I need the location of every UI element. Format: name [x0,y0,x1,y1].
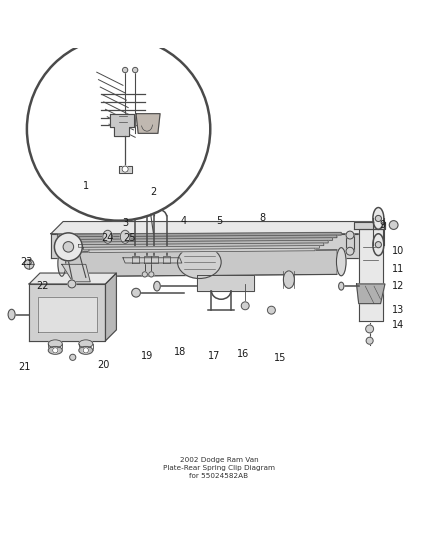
Circle shape [346,247,354,255]
Text: 14: 14 [392,320,404,330]
Circle shape [268,306,276,314]
Polygon shape [354,222,385,229]
Polygon shape [63,235,337,239]
Polygon shape [365,222,378,258]
Ellipse shape [79,340,93,348]
Circle shape [241,302,249,310]
Polygon shape [68,238,332,242]
Circle shape [366,337,373,344]
Ellipse shape [48,340,62,348]
Text: 20: 20 [97,360,110,370]
Circle shape [68,280,76,288]
Ellipse shape [79,346,93,354]
Text: 25: 25 [123,233,136,243]
Circle shape [132,288,141,297]
Circle shape [375,241,381,248]
Circle shape [149,272,154,277]
Polygon shape [84,246,319,250]
Text: 8: 8 [260,214,266,223]
Polygon shape [51,234,365,258]
Circle shape [133,67,138,72]
Text: 24: 24 [102,233,114,243]
Ellipse shape [339,282,344,290]
Text: 1: 1 [83,181,89,191]
Circle shape [83,348,88,353]
Polygon shape [73,240,328,245]
Text: 2002 Dodge Ram Van
Plate-Rear Spring Clip Diagram
for 55024582AB: 2002 Dodge Ram Van Plate-Rear Spring Cli… [163,457,275,479]
Ellipse shape [336,248,346,276]
Circle shape [375,215,381,222]
Text: 10: 10 [392,246,404,256]
Polygon shape [29,284,106,341]
Polygon shape [106,273,117,341]
Text: 12: 12 [392,281,404,291]
Polygon shape [163,256,170,263]
Text: 2: 2 [150,187,157,197]
Circle shape [63,241,74,252]
Circle shape [24,260,34,269]
Text: 13: 13 [392,305,404,315]
Circle shape [142,272,148,277]
Polygon shape [62,250,337,277]
Ellipse shape [374,210,382,227]
Text: 19: 19 [141,351,153,361]
Polygon shape [359,229,383,321]
Polygon shape [132,256,139,263]
Circle shape [366,325,374,333]
Polygon shape [123,258,182,263]
Circle shape [53,348,58,353]
Text: 4: 4 [181,216,187,225]
Circle shape [123,67,128,72]
Polygon shape [144,256,151,263]
Text: 11: 11 [392,264,404,273]
Circle shape [346,231,354,239]
Ellipse shape [120,230,130,244]
Text: 22: 22 [36,281,49,291]
Ellipse shape [48,346,62,354]
Polygon shape [78,243,324,247]
Ellipse shape [154,281,160,291]
Circle shape [122,166,128,172]
Polygon shape [197,275,254,290]
Circle shape [389,221,398,229]
Polygon shape [51,222,378,234]
Ellipse shape [103,230,113,244]
Text: 9: 9 [380,220,386,230]
Text: 17: 17 [208,351,221,361]
Circle shape [27,37,210,221]
Text: 23: 23 [20,257,32,267]
Polygon shape [89,248,315,253]
Text: 3: 3 [122,218,128,228]
Text: 5: 5 [216,216,222,225]
Polygon shape [38,297,97,332]
Polygon shape [29,273,117,284]
Polygon shape [62,264,90,282]
Circle shape [54,233,82,261]
Circle shape [70,354,76,360]
Ellipse shape [58,251,66,276]
Text: 16: 16 [237,349,249,359]
Ellipse shape [374,236,382,253]
Text: 15: 15 [274,353,286,363]
Polygon shape [119,166,132,173]
Polygon shape [57,232,341,237]
Text: 18: 18 [173,346,186,357]
Polygon shape [357,284,385,304]
Polygon shape [151,256,158,263]
Polygon shape [110,114,134,136]
Ellipse shape [283,271,294,288]
Ellipse shape [177,246,221,279]
Polygon shape [136,114,160,133]
Text: 21: 21 [18,362,31,372]
Ellipse shape [8,309,15,320]
